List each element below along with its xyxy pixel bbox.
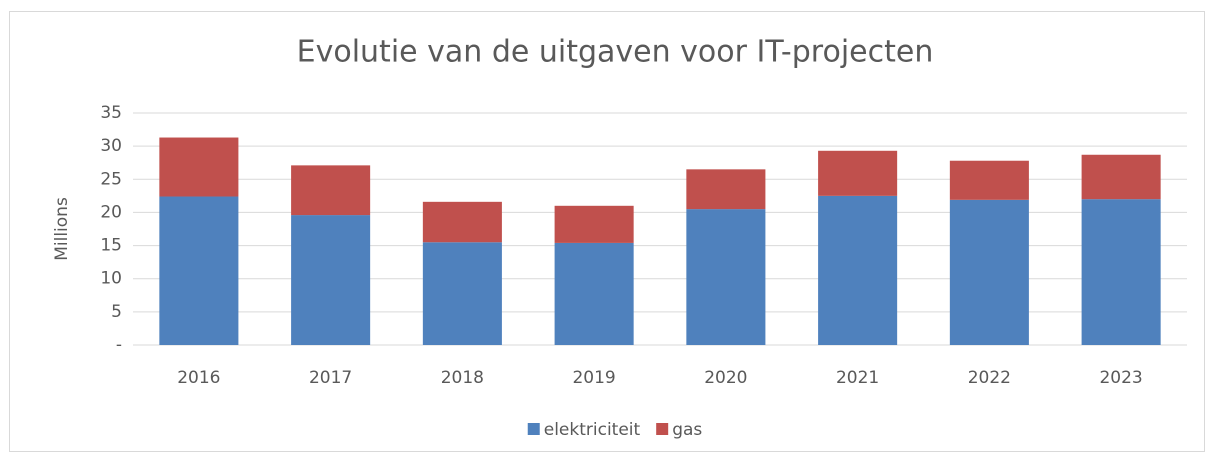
bar-segment: [818, 150, 898, 196]
bar-segment: [1081, 154, 1161, 200]
bar-segment: [159, 137, 239, 197]
bar-segment: [291, 165, 371, 216]
y-axis-label: Millions: [52, 197, 72, 261]
bar-segment: [1081, 199, 1161, 345]
y-tick-label: 10: [100, 269, 122, 289]
bar-segment: [422, 201, 502, 243]
bar-segment: [554, 205, 634, 243]
bar-segment: [554, 242, 634, 345]
x-tick-label: 2023: [1099, 368, 1142, 388]
x-tick-label: 2016: [177, 368, 220, 388]
y-tick-label: 30: [100, 136, 122, 156]
y-tick-label: 5: [111, 302, 122, 322]
y-tick-label: 35: [100, 103, 122, 123]
y-tick-label: 25: [100, 169, 122, 189]
bar-segment: [949, 160, 1029, 200]
legend-swatch: [527, 423, 540, 435]
bar-segment: [949, 199, 1029, 345]
bar-segment: [818, 195, 898, 345]
x-tick-label: 2022: [968, 368, 1011, 388]
bar-segment: [159, 196, 239, 345]
chart-title: Evolutie van de uitgaven voor IT-project…: [297, 35, 934, 70]
legend-label: elektriciteit: [544, 420, 641, 440]
bar-segment: [422, 242, 502, 345]
bar-segment: [686, 209, 766, 345]
y-tick-label: 20: [100, 202, 122, 222]
x-tick-label: 2019: [572, 368, 615, 388]
x-tick-label: 2018: [441, 368, 484, 388]
x-tick-label: 2017: [309, 368, 352, 388]
legend-swatch: [656, 423, 669, 435]
legend-label: gas: [672, 420, 702, 440]
y-tick-label: 15: [100, 236, 122, 256]
x-tick-label: 2020: [704, 368, 747, 388]
y-tick-label: -: [116, 335, 122, 355]
bar-segment: [291, 215, 371, 345]
x-tick-label: 2021: [836, 368, 879, 388]
bar-segment: [686, 169, 766, 210]
